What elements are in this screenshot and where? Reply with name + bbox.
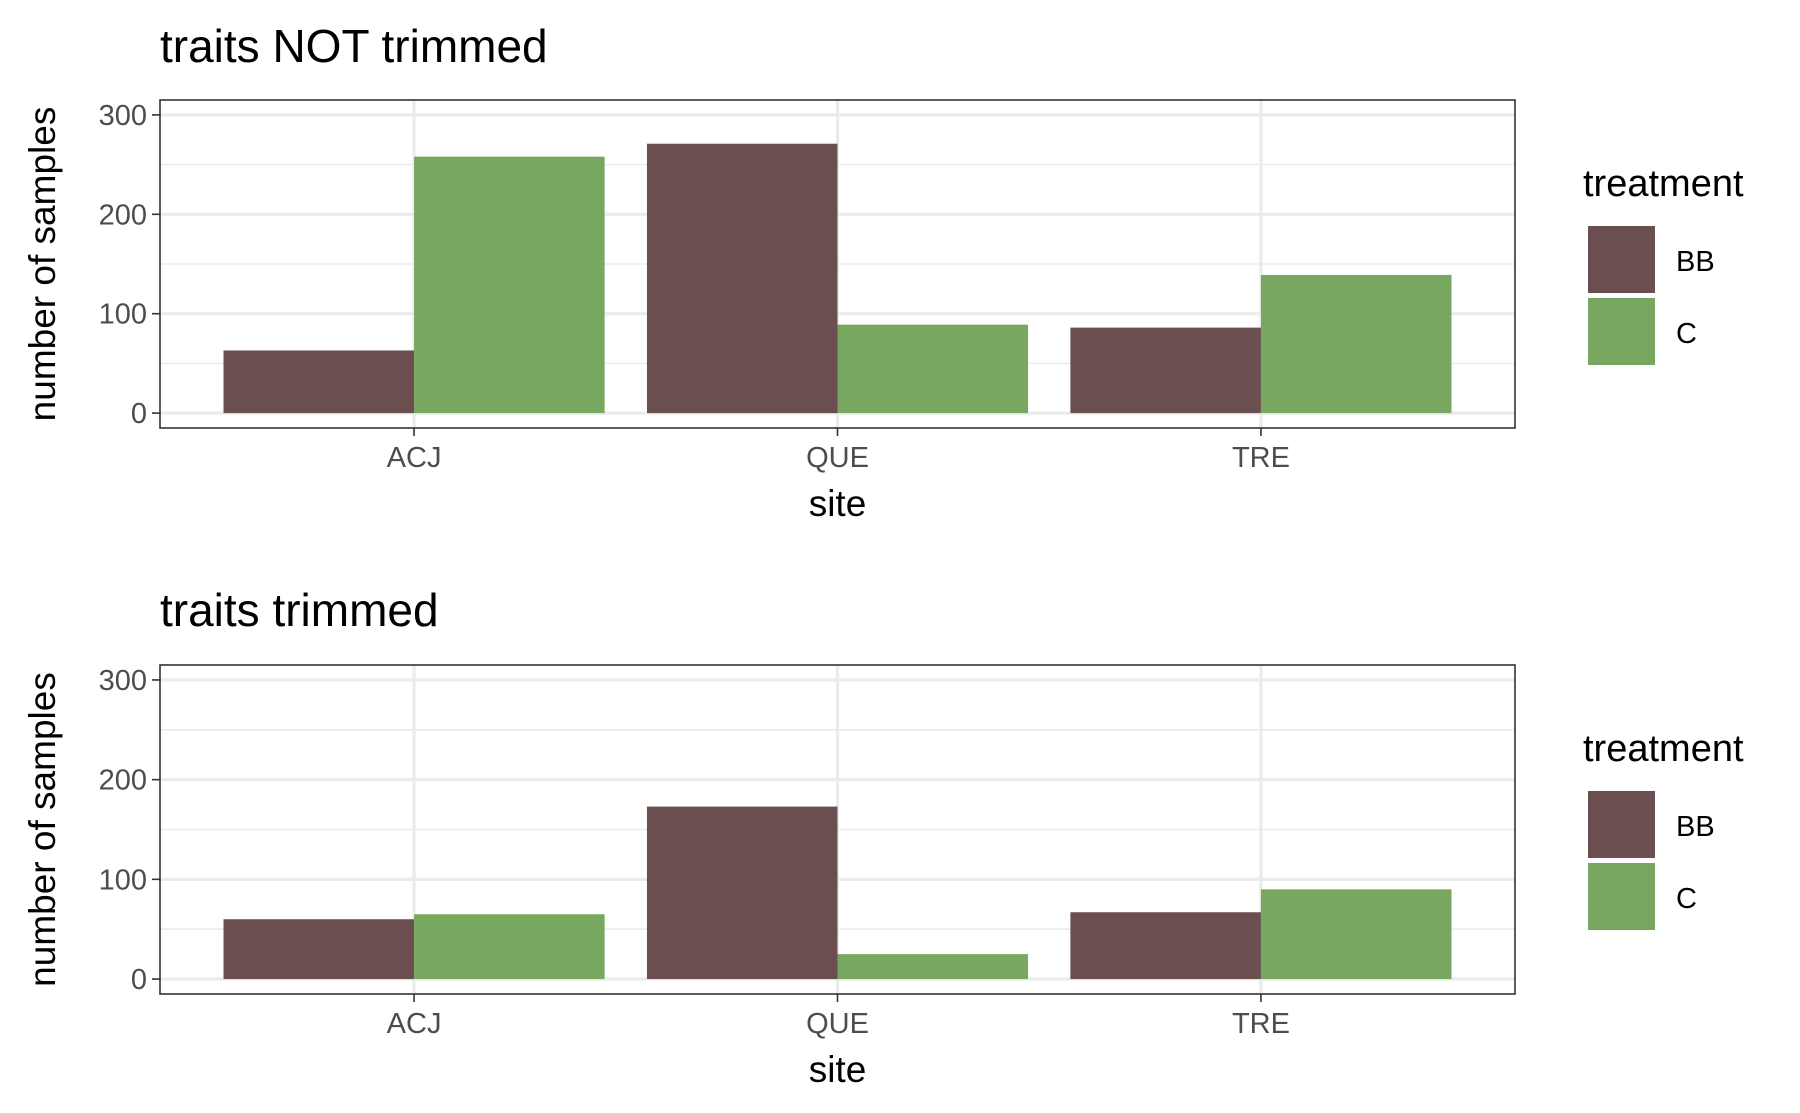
x-axis-title: site: [809, 483, 867, 524]
x-tick-label: TRE: [1232, 442, 1290, 474]
legend-label-bb: BB: [1676, 811, 1715, 843]
y-tick-label: 100: [99, 299, 147, 331]
bar-bb-tre: [1070, 327, 1261, 414]
y-tick-label: 0: [131, 964, 147, 996]
chart-title: traits NOT trimmed: [160, 20, 548, 72]
legend-title: treatment: [1583, 163, 1744, 205]
legend: treatment BB C: [1583, 163, 1744, 365]
legend: treatment BB C: [1583, 728, 1744, 930]
x-tick-label: ACJ: [387, 1008, 442, 1040]
y-tick-label: 300: [99, 100, 147, 132]
legend-label-c: C: [1676, 318, 1697, 350]
legend-key-bb: [1588, 226, 1655, 293]
y-tick-label: 300: [99, 665, 147, 697]
bar-bb-acj: [223, 919, 415, 980]
y-axis-title: number of samples: [22, 672, 63, 987]
bar-bb-que: [646, 143, 838, 414]
legend-item-c: C: [1588, 298, 1697, 365]
bar-c-acj: [414, 914, 605, 980]
bar-bb-que: [646, 806, 838, 980]
legend-key-c: [1588, 298, 1655, 365]
bar-c-tre: [1260, 274, 1452, 414]
y-tick-label: 0: [131, 398, 147, 430]
legend-title: treatment: [1583, 728, 1744, 770]
legend-label-c: C: [1676, 883, 1697, 915]
y-tick-label: 200: [99, 765, 147, 797]
x-tick-label: QUE: [806, 442, 869, 474]
y-tick-label: 200: [99, 199, 147, 231]
x-tick-label: QUE: [806, 1008, 869, 1040]
bar-c-tre: [1260, 889, 1452, 980]
y-axis-title: number of samples: [22, 107, 63, 422]
chart-panel-2: traits trimmed 0 100 200 300 ACJ QUE TRE site num…: [22, 584, 1744, 1090]
y-tick-label: 100: [99, 864, 147, 896]
legend-key-c: [1588, 863, 1655, 930]
legend-item-bb: BB: [1588, 791, 1715, 858]
x-axis-title: site: [809, 1049, 867, 1090]
chart-title: traits trimmed: [160, 584, 439, 636]
legend-item-c: C: [1588, 863, 1697, 930]
legend-item-bb: BB: [1588, 226, 1715, 293]
bar-bb-tre: [1070, 912, 1261, 980]
x-tick-label: TRE: [1232, 1008, 1290, 1040]
bar-bb-acj: [223, 350, 415, 414]
legend-label-bb: BB: [1676, 246, 1715, 278]
chart-panel-1: traits NOT trimmed 0 100 200 300 ACJ QUE TRE sit…: [22, 20, 1744, 524]
bar-c-que: [837, 324, 1029, 414]
bar-c-acj: [414, 156, 605, 414]
bar-c-que: [837, 954, 1029, 980]
legend-key-bb: [1588, 791, 1655, 858]
x-tick-label: ACJ: [387, 442, 442, 474]
